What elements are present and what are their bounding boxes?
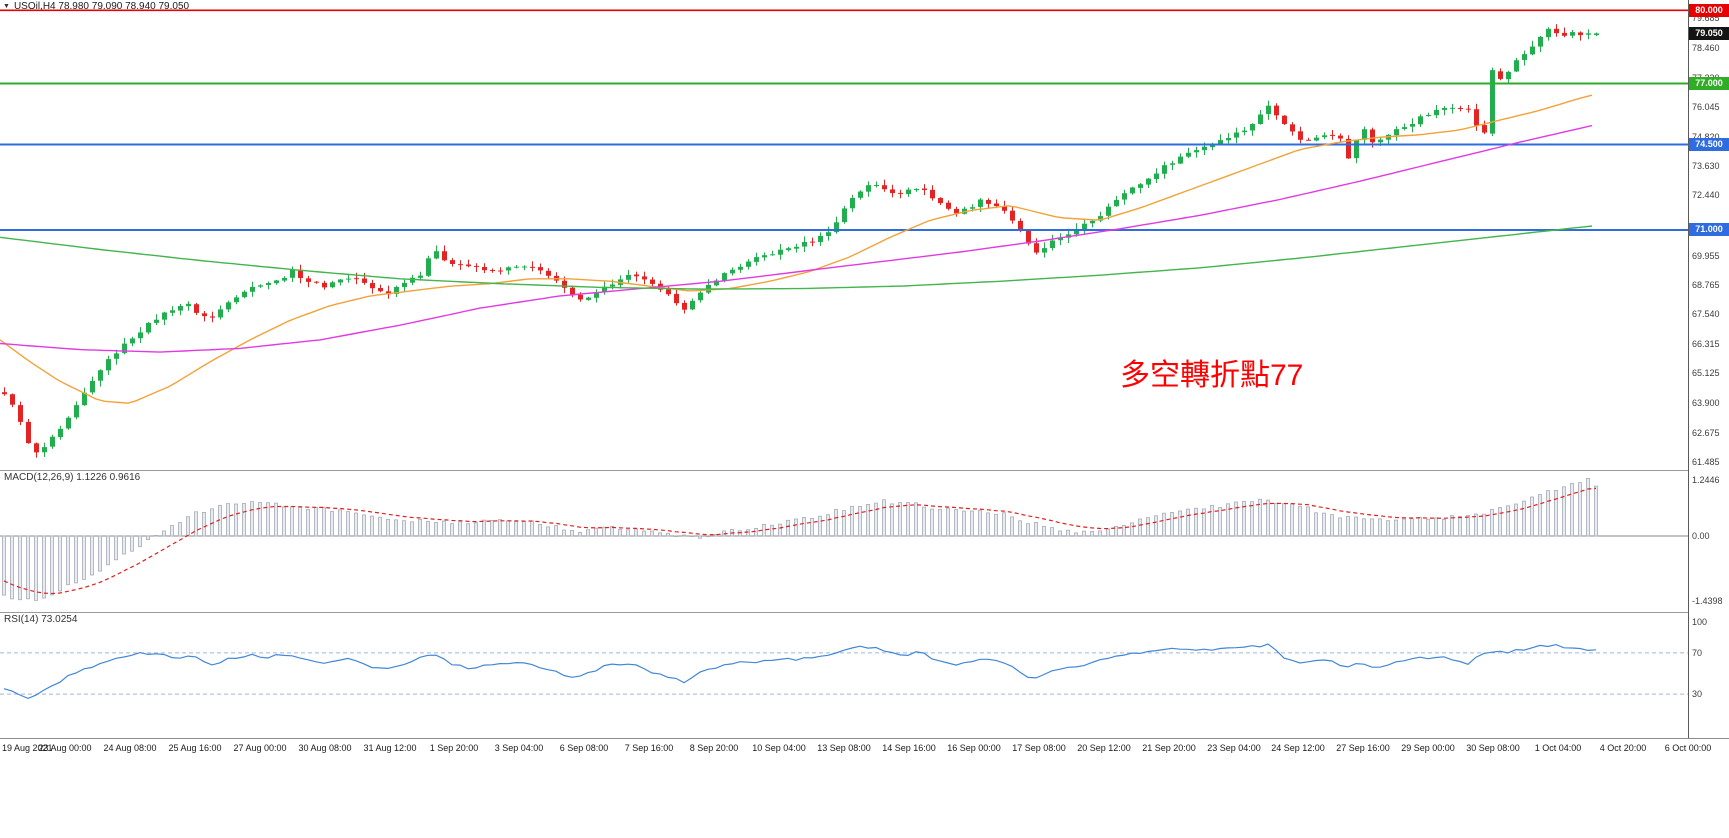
price-axis-label: 62.675 [1692,428,1720,439]
price-axis-label: 72.440 [1692,189,1720,200]
rsi-canvas[interactable] [0,612,1688,738]
macd-axis-label: -1.4398 [1692,595,1723,606]
chart-annotation: 多空轉折點77 [1120,359,1304,392]
time-axis-label: 21 Sep 20:00 [1142,743,1196,753]
macd-axis-label: 1.2446 [1692,474,1720,485]
price-badge: 79.050 [1689,26,1729,40]
rsi-axis-label: 100 [1692,617,1708,627]
time-axis-label: 17 Sep 08:00 [1012,743,1066,753]
time-axis-label: 14 Sep 16:00 [882,743,936,753]
time-axis-label: 23 Sep 04:00 [1207,743,1261,753]
price-axis-label: 66.315 [1692,339,1720,350]
time-axis-label: 19 Aug 2021 [2,743,53,753]
time-axis-label: 25 Aug 16:00 [168,743,222,753]
macd-axis-label: 0.00 [1692,531,1710,541]
time-axis-label: 20 Sep 12:00 [1077,743,1131,753]
time-axis[interactable]: 19 Aug 2021 23 Aug 00:00 24 Aug 08:00 25 Au… [0,738,1729,838]
price-axis-label: 76.045 [1692,101,1720,112]
time-axis-label: 30 Aug 08:00 [298,743,352,753]
price-axis-label: 79.685 [1692,12,1720,23]
time-axis-label: 4 Oct 20:00 [1599,743,1647,753]
price-axis-label: 74.820 [1692,131,1720,142]
rsi-axis-label: 30 [1692,689,1703,700]
price-badge: 80.000 [1689,3,1729,17]
rsi-panel[interactable]: RSI(14) 73.0254 [0,612,1688,738]
time-axis-label: 23 Aug 00:00 [38,743,92,753]
time-axis-label: 1 Oct 04:00 [1534,743,1582,753]
price-chart-canvas[interactable] [0,0,1688,470]
price-axis-label: 78.460 [1692,42,1720,53]
time-axis-label: 27 Aug 00:00 [233,743,287,753]
time-axis-label: 6 Oct 00:00 [1664,743,1712,753]
time-axis-label: 6 Sep 08:00 [559,743,609,753]
price-badge: 74.500 [1689,138,1729,152]
ohlc-header: ▼ USOil,H4 78.980 79.090 78.940 79.050 [3,1,189,12]
price-axis-label: 65.125 [1692,368,1720,379]
time-axis-label: 7 Sep 16:00 [624,743,674,753]
time-axis-label: 1 Sep 20:00 [429,743,479,753]
price-axis-label: 68.765 [1692,279,1720,290]
panel-separator [0,612,1729,613]
rsi-axis-label: 70 [1692,647,1703,658]
time-axis-label: 29 Sep 00:00 [1401,743,1455,753]
time-axis-label: 30 Sep 08:00 [1466,743,1520,753]
price-axis-label: 63.900 [1692,398,1720,409]
ohlc-text: USOil,H4 78.980 79.090 78.940 79.050 [13,1,190,12]
macd-label: MACD(12,26,9) 1.1226 0.9616 [4,472,141,483]
rsi-label: RSI(14) 73.0254 [4,614,78,625]
macd-canvas[interactable] [0,470,1688,612]
time-axis-label: 8 Sep 20:00 [689,743,739,753]
time-axis-label: 3 Sep 04:00 [494,743,544,753]
price-axis-label: 61.485 [1692,457,1720,468]
time-axis-label: 27 Sep 16:00 [1336,743,1390,753]
price-axis-label: 67.540 [1692,309,1720,320]
price-badge: 77.000 [1689,77,1729,90]
time-axis-label: 13 Sep 08:00 [817,743,871,753]
time-axis-label: 24 Aug 08:00 [103,743,157,753]
price-badge: 71.000 [1689,223,1729,237]
price-axis[interactable]: 79.68578.46077.23076.04574.82073.63072.4… [1688,0,1729,738]
price-axis-label: 73.630 [1692,160,1720,171]
time-axis-label: 10 Sep 04:00 [752,743,806,753]
symbol-dropdown-icon[interactable]: ▼ [3,2,10,10]
time-axis-label: 31 Aug 12:00 [363,743,417,753]
price-axis-label: 69.955 [1692,250,1720,261]
macd-panel[interactable]: MACD(12,26,9) 1.1226 0.9616 [0,470,1688,612]
time-axis-label: 16 Sep 00:00 [947,743,1001,753]
time-axis-label: 24 Sep 12:00 [1271,743,1325,753]
main-chart-section[interactable]: ▼ USOil,H4 78.980 79.090 78.940 79.050 多… [0,0,1688,470]
panel-separator [0,470,1729,471]
